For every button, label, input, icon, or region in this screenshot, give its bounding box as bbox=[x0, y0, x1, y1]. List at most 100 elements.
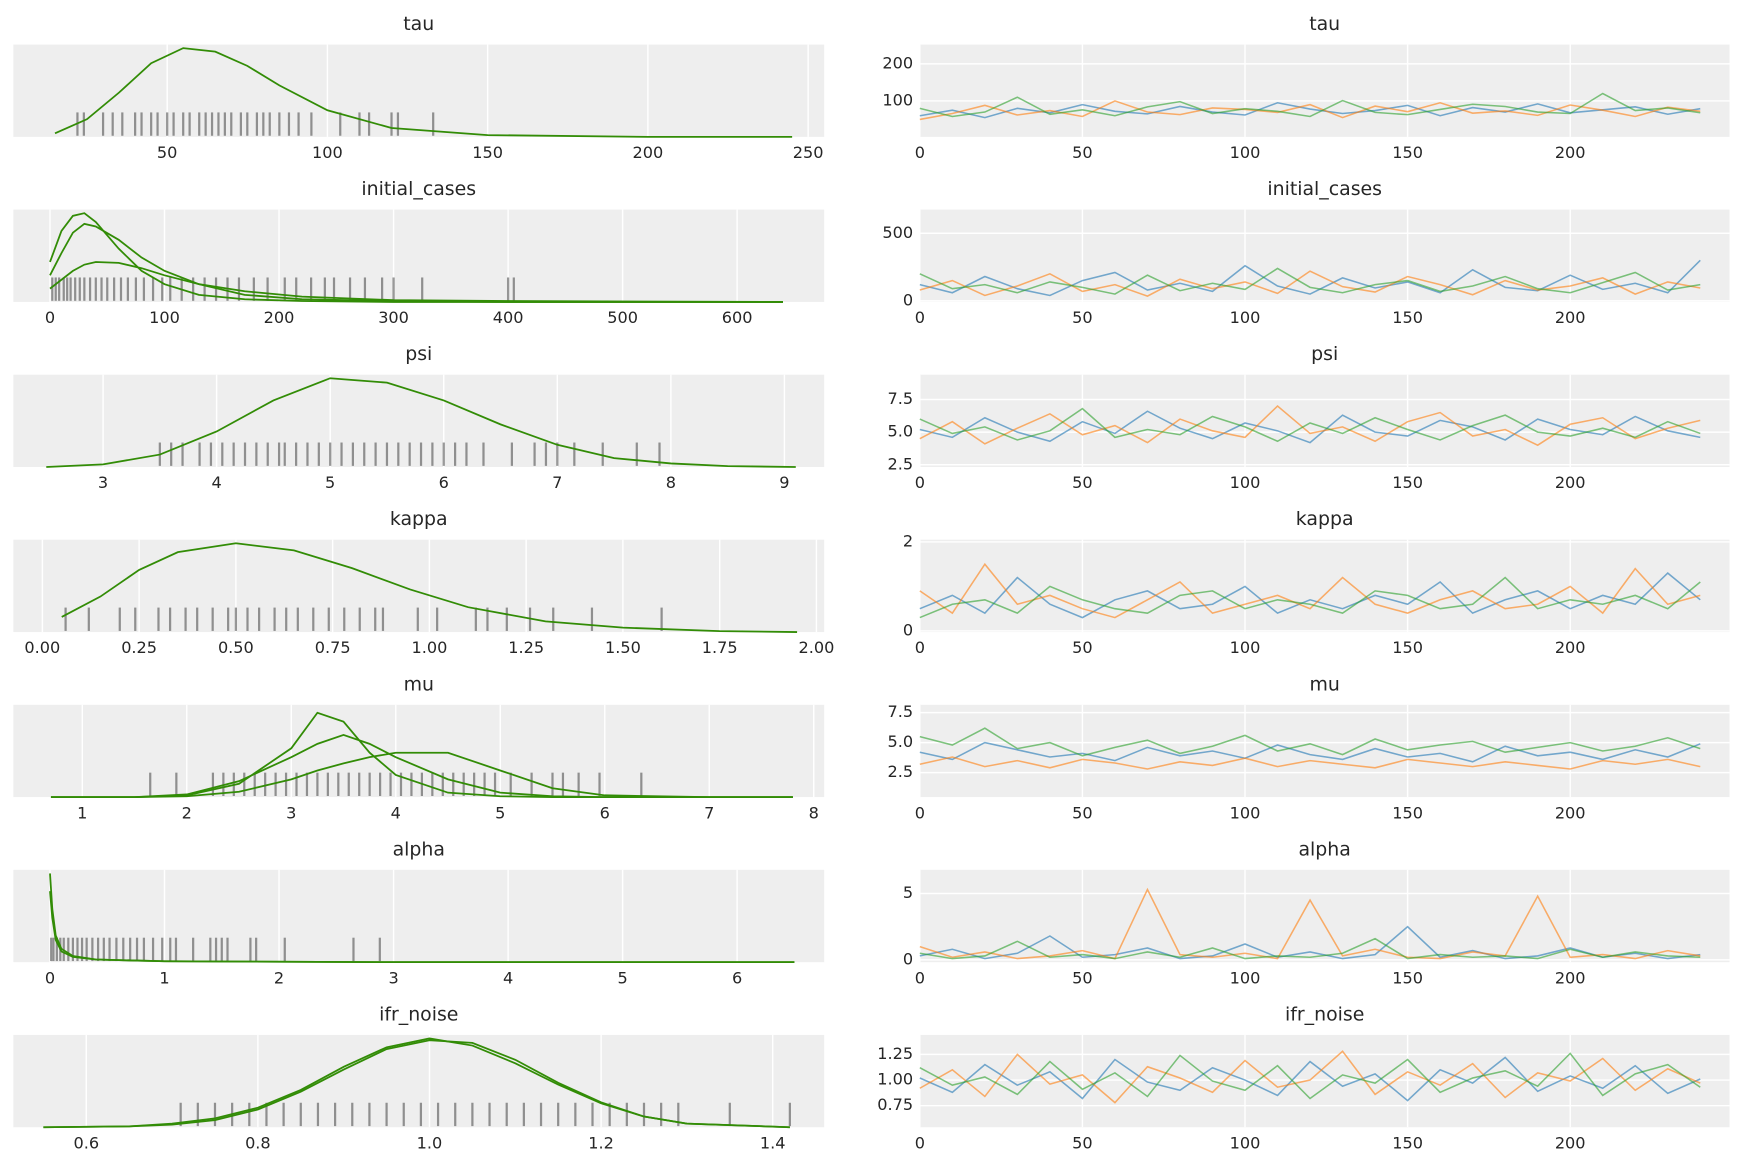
x-tick-label: 200 bbox=[1555, 143, 1586, 162]
x-tick-label: 200 bbox=[1555, 473, 1586, 492]
subplot-title: mu bbox=[1309, 673, 1339, 695]
y-tick-label: 5.0 bbox=[888, 732, 914, 751]
x-tick-label: 1.00 bbox=[411, 638, 447, 657]
x-tick-label: 0 bbox=[915, 803, 925, 822]
x-tick-label: 50 bbox=[1072, 803, 1093, 822]
x-tick-label: 3 bbox=[98, 473, 108, 492]
y-tick-label: 0 bbox=[903, 290, 913, 309]
x-tick-label: 300 bbox=[378, 308, 409, 327]
x-tick-label: 5 bbox=[325, 473, 335, 492]
kde-curve bbox=[54, 47, 793, 138]
x-tick-label: 50 bbox=[157, 143, 178, 162]
x-tick-label: 3 bbox=[388, 968, 398, 987]
x-tick-label: 1.2 bbox=[588, 1133, 614, 1152]
x-tick-label: 4 bbox=[503, 968, 513, 987]
kde-curve bbox=[50, 751, 793, 798]
x-tick-label: 1.25 bbox=[508, 638, 544, 657]
x-tick-label: 2 bbox=[182, 803, 192, 822]
y-tick-label: 1.25 bbox=[877, 1044, 913, 1063]
subplot-title: tau bbox=[403, 13, 434, 35]
y-tick-label: 7.5 bbox=[888, 389, 914, 408]
plot-area bbox=[13, 209, 825, 302]
x-tick-label: 600 bbox=[722, 308, 753, 327]
plot-area bbox=[919, 539, 1730, 633]
x-tick-label: 50 bbox=[1072, 308, 1093, 327]
subplot-title: alpha bbox=[393, 838, 445, 860]
trace-line bbox=[919, 92, 1701, 118]
x-tick-label: 150 bbox=[1392, 143, 1423, 162]
plot-area bbox=[13, 44, 825, 137]
kde-curve bbox=[49, 261, 783, 303]
x-tick-label: 200 bbox=[1555, 1133, 1586, 1152]
plot-area bbox=[13, 1034, 825, 1128]
x-tick-label: 150 bbox=[1392, 473, 1423, 492]
x-tick-label: 7 bbox=[552, 473, 562, 492]
x-tick-label: 0 bbox=[915, 143, 925, 162]
x-tick-label: 200 bbox=[1555, 638, 1586, 657]
x-tick-label: 4 bbox=[211, 473, 221, 492]
plot-area bbox=[13, 869, 825, 963]
x-tick-label: 100 bbox=[1230, 473, 1261, 492]
x-tick-label: 100 bbox=[312, 143, 343, 162]
y-tick-label: 1.00 bbox=[877, 1070, 913, 1089]
y-tick-label: 2.5 bbox=[888, 454, 914, 473]
x-tick-label: 150 bbox=[1392, 308, 1423, 327]
trace-line bbox=[919, 267, 1701, 295]
trace-line bbox=[919, 259, 1701, 297]
subplot-title: initial_cases bbox=[1267, 178, 1382, 200]
plot-area bbox=[919, 374, 1730, 467]
x-tick-label: 200 bbox=[1555, 308, 1586, 327]
y-tick-label: 0.75 bbox=[877, 1095, 913, 1114]
x-tick-label: 1 bbox=[77, 803, 87, 822]
x-tick-label: 0.75 bbox=[315, 638, 351, 657]
kde-curve bbox=[49, 212, 783, 303]
kde-curve bbox=[46, 377, 796, 468]
x-tick-label: 0 bbox=[45, 308, 55, 327]
x-tick-label: 6 bbox=[600, 803, 610, 822]
x-tick-label: 8 bbox=[809, 803, 819, 822]
plot-area bbox=[919, 869, 1730, 963]
y-tick-label: 5 bbox=[903, 883, 913, 902]
x-tick-label: 150 bbox=[1392, 803, 1423, 822]
x-tick-label: 0.00 bbox=[24, 638, 60, 657]
y-tick-label: 2.5 bbox=[888, 762, 914, 781]
plot-area bbox=[919, 44, 1730, 137]
x-tick-label: 6 bbox=[732, 968, 742, 987]
x-tick-label: 0.8 bbox=[245, 1133, 271, 1152]
y-tick-label: 0 bbox=[903, 620, 913, 639]
x-tick-label: 50 bbox=[1072, 1133, 1093, 1152]
kde-curve bbox=[49, 891, 795, 964]
x-tick-label: 200 bbox=[1555, 803, 1586, 822]
x-tick-label: 100 bbox=[1230, 143, 1261, 162]
x-tick-label: 2.00 bbox=[798, 638, 834, 657]
x-tick-label: 0 bbox=[915, 638, 925, 657]
trace-line bbox=[919, 576, 1701, 619]
x-tick-label: 500 bbox=[607, 308, 638, 327]
subplot-title: ifr_noise bbox=[379, 1003, 458, 1025]
y-tick-label: 200 bbox=[882, 53, 913, 72]
plot-area bbox=[13, 374, 825, 467]
x-tick-label: 0 bbox=[915, 968, 925, 987]
x-tick-label: 0 bbox=[915, 473, 925, 492]
x-tick-label: 150 bbox=[1392, 1133, 1423, 1152]
x-tick-label: 100 bbox=[1230, 638, 1261, 657]
x-tick-label: 4 bbox=[391, 803, 401, 822]
y-tick-label: 5.0 bbox=[888, 422, 914, 441]
x-tick-label: 1.0 bbox=[417, 1133, 443, 1152]
x-tick-label: 0.50 bbox=[218, 638, 254, 657]
trace-line bbox=[919, 572, 1701, 619]
x-tick-label: 50 bbox=[1072, 143, 1093, 162]
trace-line bbox=[919, 937, 1701, 960]
trace-line bbox=[919, 1050, 1701, 1104]
plot-area bbox=[919, 1034, 1730, 1128]
y-tick-label: 7.5 bbox=[888, 702, 914, 721]
x-tick-label: 7 bbox=[704, 803, 714, 822]
kde-curve bbox=[50, 734, 793, 798]
trace-line bbox=[919, 270, 1701, 297]
x-tick-label: 200 bbox=[633, 143, 664, 162]
trace-line bbox=[919, 1056, 1701, 1102]
x-tick-label: 0 bbox=[915, 308, 925, 327]
x-tick-label: 1.75 bbox=[702, 638, 738, 657]
x-tick-label: 2 bbox=[274, 968, 284, 987]
